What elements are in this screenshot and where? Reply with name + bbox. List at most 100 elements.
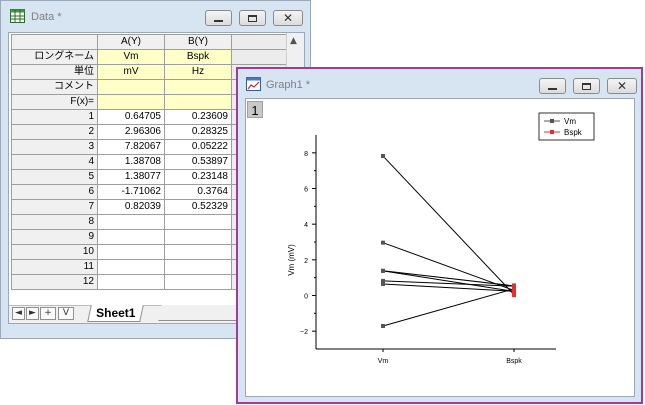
data-cell[interactable]: -1.71062 xyxy=(97,184,165,200)
vm-point xyxy=(381,240,385,245)
pair-line xyxy=(382,242,515,291)
grid-empty-area xyxy=(231,34,290,50)
y-tick-label: 2 xyxy=(304,258,308,265)
meta-cell[interactable]: Vm xyxy=(97,49,165,65)
row-number[interactable]: 5 xyxy=(11,169,98,185)
next-sheet-button[interactable]: ► xyxy=(26,307,39,320)
meta-label-units: 単位 xyxy=(11,64,98,80)
sheet-list-button[interactable]: V xyxy=(58,307,74,320)
row-number[interactable]: 7 xyxy=(11,199,98,215)
row-number[interactable]: 9 xyxy=(11,229,98,245)
maximize-button[interactable] xyxy=(239,10,266,26)
meta-cell[interactable]: Hz xyxy=(164,64,232,80)
row-number[interactable]: 1 xyxy=(11,109,98,125)
pair-line xyxy=(382,270,515,287)
data-cell[interactable]: 0.05222 xyxy=(164,139,232,155)
close-button[interactable]: ✕ xyxy=(273,10,303,26)
column-header-a[interactable]: A(Y) xyxy=(97,34,165,50)
vm-point xyxy=(381,268,385,273)
row-number[interactable]: 6 xyxy=(11,184,98,200)
close-icon: ✕ xyxy=(282,11,294,25)
column-header-b[interactable]: B(Y) xyxy=(164,34,232,50)
pair-line xyxy=(382,155,515,295)
graph-window-titlebar[interactable]: Graph1 * ✕ xyxy=(238,69,641,99)
bspk-point xyxy=(512,292,516,298)
graph-page[interactable]: 1 −2 0 2 4 6 8 Vm (mV) Vm Bspk Vm Bspk xyxy=(245,98,635,397)
data-cell[interactable]: 1.38708 xyxy=(97,154,165,170)
data-cell[interactable] xyxy=(97,259,165,275)
meta-cell[interactable]: mV xyxy=(97,64,165,80)
sheet-tab[interactable]: Sheet1 xyxy=(87,305,145,322)
meta-row-longname: ロングネーム Vm Bspk xyxy=(11,49,290,65)
legend-label: Vm xyxy=(564,117,576,126)
data-cell[interactable]: 7.82067 xyxy=(97,139,165,155)
meta-cell[interactable] xyxy=(97,79,165,95)
legend-label: Bspk xyxy=(564,128,583,137)
vm-point xyxy=(381,324,385,329)
meta-cell[interactable]: Bspk xyxy=(164,49,232,65)
y-axis-label: Vm (mV) xyxy=(287,244,296,276)
meta-cell[interactable] xyxy=(164,79,232,95)
data-cell[interactable]: 0.82039 xyxy=(97,199,165,215)
graph-window-title: Graph1 * xyxy=(266,79,311,91)
meta-cell[interactable] xyxy=(97,94,165,110)
data-cell[interactable]: 0.3764 xyxy=(164,184,232,200)
data-cell[interactable] xyxy=(164,214,232,230)
data-cell[interactable]: 0.52329 xyxy=(164,199,232,215)
data-cell[interactable]: 1.38077 xyxy=(97,169,165,185)
legend-marker xyxy=(550,119,554,123)
minimize-button[interactable] xyxy=(205,10,232,26)
data-window-title: Data * xyxy=(31,11,62,23)
data-cell[interactable]: 0.53897 xyxy=(164,154,232,170)
row-number[interactable]: 10 xyxy=(11,244,98,260)
grid-corner[interactable] xyxy=(11,34,98,50)
data-cell[interactable] xyxy=(97,214,165,230)
minimize-button[interactable] xyxy=(539,78,566,94)
add-sheet-button[interactable]: + xyxy=(40,307,56,320)
data-cell[interactable] xyxy=(97,274,165,290)
y-tick-label: −2 xyxy=(300,329,308,336)
legend-box xyxy=(538,112,595,141)
graph-window[interactable]: Graph1 * ✕ 1 −2 0 2 4 6 8 Vm (mV) Vm Bspk Vm Bspk xyxy=(236,67,643,404)
y-tick-label: 4 xyxy=(304,222,308,229)
worksheet-icon xyxy=(10,9,25,23)
row-number[interactable]: 3 xyxy=(11,139,98,155)
data-cell[interactable] xyxy=(164,259,232,275)
data-cell[interactable] xyxy=(164,244,232,260)
column-header-row: A(Y) B(Y) xyxy=(11,34,290,50)
pair-line xyxy=(382,283,515,292)
plot-area[interactable]: −2 0 2 4 6 8 Vm (mV) Vm Bspk Vm Bspk xyxy=(246,99,634,396)
first-sheet-button[interactable]: ◄ xyxy=(12,307,25,320)
close-button[interactable]: ✕ xyxy=(607,78,637,94)
sheet-tab-bar: ◄ ► + V Sheet1 xyxy=(9,305,304,323)
row-number[interactable]: 12 xyxy=(11,274,98,290)
x-tick-label: Bspk xyxy=(506,358,522,365)
meta-cell[interactable] xyxy=(164,94,232,110)
data-window-titlebar[interactable]: Data * ✕ xyxy=(1,1,310,31)
data-cell[interactable]: 0.28325 xyxy=(164,124,232,140)
data-cell[interactable] xyxy=(97,244,165,260)
bspk-point xyxy=(512,283,516,289)
data-cell[interactable]: 0.23609 xyxy=(164,109,232,125)
grid-empty-area xyxy=(231,49,290,65)
pair-line xyxy=(382,270,515,292)
data-cell[interactable]: 0.64705 xyxy=(97,109,165,125)
row-number[interactable]: 4 xyxy=(11,154,98,170)
row-number[interactable]: 11 xyxy=(11,259,98,275)
row-number[interactable]: 2 xyxy=(11,124,98,140)
maximize-button[interactable] xyxy=(573,78,600,94)
data-cell[interactable] xyxy=(97,229,165,245)
vm-point xyxy=(381,278,385,283)
data-cell[interactable] xyxy=(164,274,232,290)
data-cell[interactable]: 2.96306 xyxy=(97,124,165,140)
data-cell[interactable] xyxy=(164,229,232,245)
data-cell[interactable]: 0.23148 xyxy=(164,169,232,185)
row-number[interactable]: 8 xyxy=(11,214,98,230)
meta-label-formula: F(x)= xyxy=(11,94,98,110)
scroll-up-icon[interactable]: ▲ xyxy=(290,36,297,46)
layer-number-badge[interactable]: 1 xyxy=(247,101,263,118)
minimize-icon xyxy=(548,87,557,90)
meta-label-longname: ロングネーム xyxy=(11,49,98,65)
pair-line xyxy=(382,280,515,287)
maximize-icon xyxy=(582,82,591,90)
